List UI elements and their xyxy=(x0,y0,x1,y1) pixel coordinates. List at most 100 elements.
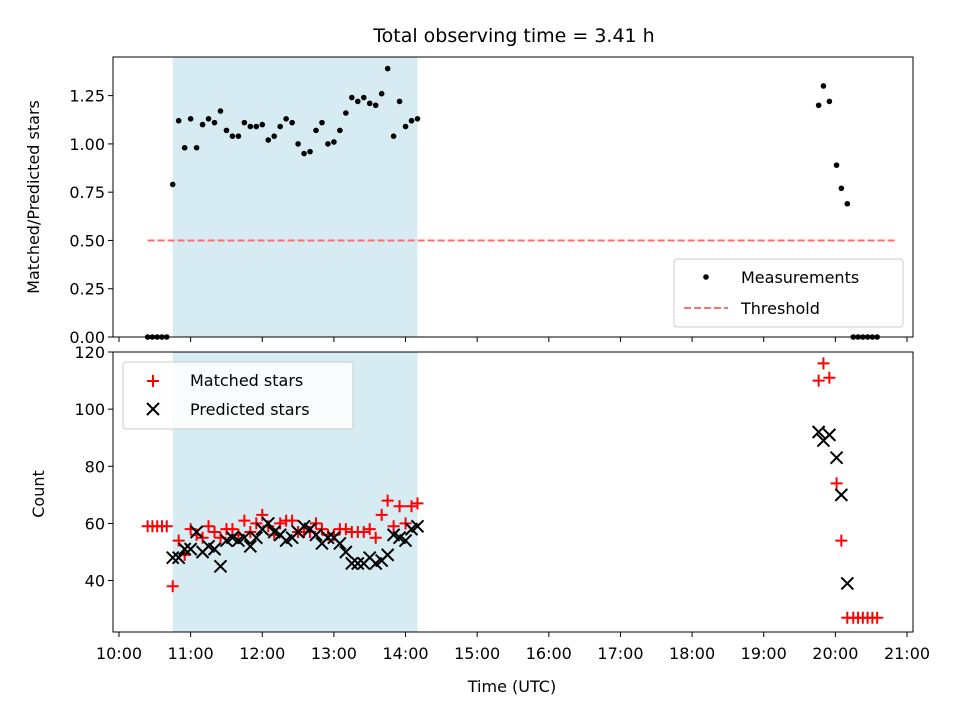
measurements-point xyxy=(378,90,385,97)
predicted-stars-point xyxy=(261,516,275,531)
bottom-y-tick-label: 40 xyxy=(85,572,105,591)
measurements-point xyxy=(337,127,343,134)
chart-title: Total observing time = 3.41 h xyxy=(372,25,654,47)
bottom-x-tick-label: 12:00 xyxy=(239,644,285,663)
legend-threshold-label: Threshold xyxy=(740,299,820,318)
top-axes-frame xyxy=(112,56,914,338)
measurements-point xyxy=(325,141,331,147)
bottom-y-axis-label: Count xyxy=(29,470,48,518)
predicted-stars-point xyxy=(351,556,365,571)
measurements-point xyxy=(265,137,272,143)
matched-stars-point xyxy=(817,357,830,370)
predicted-stars-point xyxy=(410,519,425,533)
predicted-stars-point xyxy=(380,548,395,562)
top-series-measurements xyxy=(144,65,880,340)
measurements-point xyxy=(253,123,260,130)
matched-stars-point xyxy=(226,523,239,536)
top-legend-box xyxy=(673,258,904,328)
predicted-stars-point xyxy=(207,542,222,556)
legend-predicted-label: Predicted stars xyxy=(190,400,310,419)
bottom-x-tick-label: 16:00 xyxy=(526,644,572,663)
measurements-point xyxy=(360,94,367,101)
matched-stars-point xyxy=(238,514,251,527)
measurements-point xyxy=(354,98,361,105)
measurements-point xyxy=(372,102,379,109)
matched-stars-point xyxy=(835,534,848,547)
predicted-stars-point xyxy=(237,531,252,545)
top-panel: 0.00 0.25 0.50 0.75 1.00 1.25 xyxy=(69,56,914,347)
measurements-point xyxy=(241,119,248,126)
matched-stars-point xyxy=(208,526,221,538)
legend-matched-label: Matched stars xyxy=(190,371,303,390)
measurements-point xyxy=(289,119,295,126)
matched-stars-point xyxy=(375,508,388,521)
predicted-stars-point xyxy=(321,531,335,545)
measurements-point xyxy=(247,123,254,130)
measurements-point xyxy=(181,144,188,151)
measurements-point xyxy=(217,108,224,114)
predicted-stars-point xyxy=(398,533,413,548)
measurements-point xyxy=(199,121,206,128)
measurements-point xyxy=(384,65,391,72)
matched-stars-point xyxy=(393,500,406,513)
bottom-x-tick-label: 11:00 xyxy=(168,644,214,663)
matched-stars-point xyxy=(166,580,179,593)
measurements-point xyxy=(235,133,242,139)
legend-matched-marker xyxy=(147,375,159,387)
predicted-stars-point xyxy=(829,451,844,465)
predicted-stars-point xyxy=(840,576,855,591)
matched-stars-point xyxy=(339,523,352,536)
measurements-point xyxy=(307,148,313,155)
measurements-point xyxy=(313,127,319,134)
bottom-y-tick-label: 60 xyxy=(85,514,105,533)
measurements-point xyxy=(211,119,218,126)
matched-stars-point xyxy=(387,520,400,533)
matched-stars-point xyxy=(411,497,424,510)
bottom-x-tick-label: 19:00 xyxy=(741,644,787,663)
predicted-stars-point xyxy=(345,556,359,571)
bottom-x-tick-label: 18:00 xyxy=(669,644,715,663)
measurements-point xyxy=(187,115,194,122)
measurements-point xyxy=(408,117,415,124)
bottom-y-tick-label: 100 xyxy=(74,400,105,419)
top-observing-window xyxy=(172,57,418,337)
bottom-x-tick-label: 17:00 xyxy=(597,644,643,663)
legend-predicted-marker xyxy=(146,402,160,416)
top-y-axis-label: Matched/Predicted stars xyxy=(24,100,43,294)
top-y-tick-label: 0.00 xyxy=(69,328,105,347)
predicted-stars-point xyxy=(309,528,323,542)
measurements-point xyxy=(283,115,289,122)
matched-stars-point xyxy=(871,611,884,624)
measurements-point xyxy=(844,200,851,207)
predicted-stars-point xyxy=(213,559,228,573)
measurements-point xyxy=(402,123,409,130)
predicted-stars-point xyxy=(834,488,849,502)
measurements-point xyxy=(815,102,822,109)
predicted-stars-point xyxy=(183,542,198,556)
measurements-point xyxy=(366,100,373,107)
top-y-tick-label: 0.50 xyxy=(69,231,105,250)
measurements-point xyxy=(277,123,283,130)
bottom-y-tick-label: 80 xyxy=(85,457,105,476)
bottom-legend-box xyxy=(122,361,354,430)
matched-stars-point xyxy=(381,494,394,507)
top-y-tick-label: 1.25 xyxy=(69,87,105,106)
measurements-point xyxy=(271,133,278,139)
measurements-point xyxy=(349,94,355,101)
measurements-point xyxy=(205,115,212,122)
matched-stars-point xyxy=(363,523,376,536)
matched-stars-point xyxy=(286,514,299,527)
matched-stars-point xyxy=(357,526,370,538)
measurements-point xyxy=(229,133,236,139)
matched-stars-point xyxy=(160,520,173,533)
predicted-stars-point xyxy=(811,425,826,439)
matched-stars-point xyxy=(812,374,825,387)
predicted-stars-point xyxy=(243,539,258,553)
measurements-point xyxy=(826,98,833,105)
matched-stars-point xyxy=(823,371,836,384)
predicted-stars-point xyxy=(822,428,837,442)
x-axis-label: Time (UTC) xyxy=(467,677,556,696)
matched-stars-point xyxy=(830,477,843,490)
top-y-tick-label: 0.25 xyxy=(69,280,105,299)
